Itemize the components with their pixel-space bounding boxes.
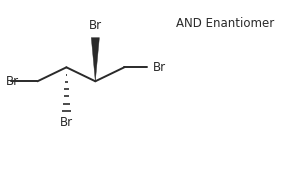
Text: Br: Br xyxy=(6,75,19,88)
Text: Br: Br xyxy=(60,116,73,129)
Text: Br: Br xyxy=(153,61,166,74)
Polygon shape xyxy=(91,38,99,81)
Text: Br: Br xyxy=(89,19,102,32)
Text: AND Enantiomer: AND Enantiomer xyxy=(176,17,274,30)
